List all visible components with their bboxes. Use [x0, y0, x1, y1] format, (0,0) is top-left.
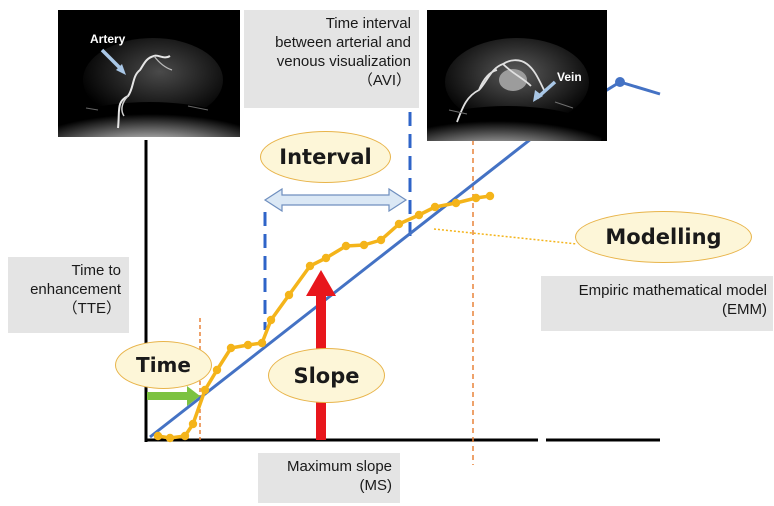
modelling-pointer [433, 228, 578, 245]
curve-point [321, 253, 331, 263]
curve-point [165, 433, 175, 443]
ms-callout-line: Maximum slope [286, 458, 392, 475]
curve-point [414, 210, 424, 220]
avi-callout-line: between arterial and [275, 34, 411, 51]
curve-point [430, 202, 440, 212]
curve-point [485, 191, 495, 201]
curve-point [376, 235, 386, 245]
avi-callout-line: venous visualization [276, 53, 411, 70]
tte-callout: Time to enhancement （TTE） [8, 257, 129, 333]
curve-point [341, 241, 351, 251]
curve-point [212, 365, 222, 375]
curve-point [305, 261, 315, 271]
tte-callout-line: Time to [71, 262, 121, 279]
emm-callout-line: (EMM) [722, 301, 767, 318]
curve-point [180, 431, 190, 441]
ms-callout: Maximum slope (MS) [258, 453, 400, 503]
interval-oval: Interval [260, 131, 391, 183]
vein-mri-drawing [427, 10, 607, 141]
slope-oval: Slope [268, 348, 385, 403]
time-oval: Time [115, 341, 212, 389]
artery-mri-drawing [58, 10, 240, 137]
avi-callout: Time interval between arterial and venou… [244, 10, 419, 108]
vein-mri-image: Vein [427, 10, 607, 141]
curve-point [257, 338, 267, 348]
curve-point [471, 193, 481, 203]
vein-label: Vein [557, 70, 582, 84]
avi-callout-line: （AVI） [357, 72, 411, 89]
emm-line-end-point [615, 77, 625, 87]
modelling-oval: Modelling [575, 211, 752, 263]
curve-point [200, 385, 210, 395]
tte-arrow [147, 386, 200, 406]
curve-points [153, 191, 495, 443]
curve-point [359, 240, 369, 250]
curve-point [394, 219, 404, 229]
curve-point [153, 431, 163, 441]
artery-mri-image: Artery [58, 10, 240, 137]
tte-callout-line: enhancement [30, 281, 121, 298]
emm-callout: Empiric mathematical model (EMM) [541, 276, 773, 331]
avi-callout-line: Time interval [325, 15, 411, 32]
emm-callout-line: Empiric mathematical model [578, 282, 767, 299]
ms-callout-line: (MS) [359, 477, 393, 494]
curve-point [266, 315, 276, 325]
interval-double-arrow [263, 187, 408, 213]
curve-point [243, 340, 253, 350]
curve-point [284, 290, 294, 300]
tte-callout-line: （TTE） [62, 300, 121, 317]
artery-label: Artery [90, 32, 126, 46]
curve-point [188, 419, 198, 429]
curve-point [451, 198, 461, 208]
curve-point [226, 343, 236, 353]
enhancement-curve [157, 194, 491, 440]
